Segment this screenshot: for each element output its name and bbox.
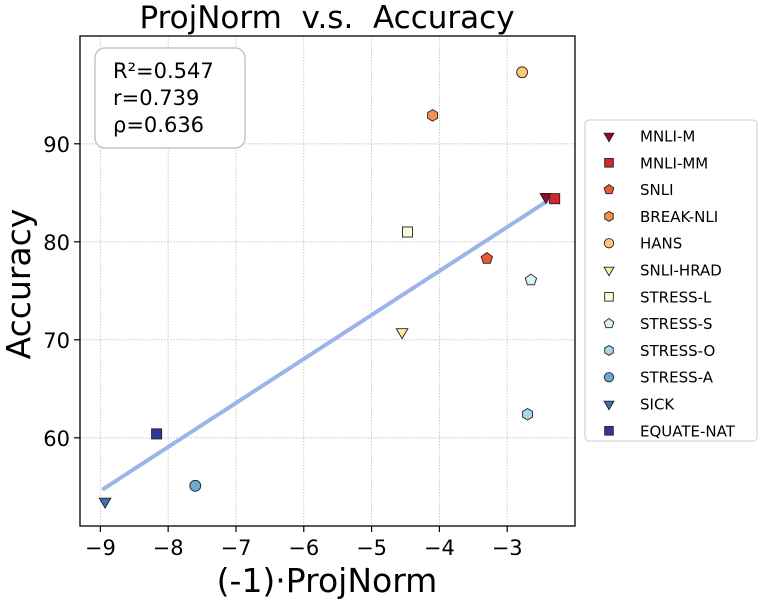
legend: MNLI-M MNLI-MM SNLI BREAK-NLI HANS SNLI-HRAD S… xyxy=(584,119,758,442)
legend-label-stress-o: STRESS-O xyxy=(640,342,715,360)
x-tick-label: −9 xyxy=(85,536,116,560)
stats-pearson-r: r=0.739 xyxy=(113,86,199,110)
legend-marker-stress-o xyxy=(604,344,614,356)
data-point-stress-a xyxy=(189,479,202,492)
x-tick-label: −3 xyxy=(492,536,523,560)
data-point-sick xyxy=(98,497,112,510)
y-tick-label: 60 xyxy=(43,427,70,451)
legend-frame xyxy=(584,119,758,442)
legend-marker-stress-s xyxy=(603,317,615,329)
data-point-snli-hrad xyxy=(395,328,409,340)
y-tick-label: 70 xyxy=(43,329,70,353)
stats-r-squared: R²=0.547 xyxy=(113,59,214,83)
legend-label-snli: SNLI xyxy=(640,181,674,199)
data-point-stress-l xyxy=(402,226,414,238)
legend-marker-snli xyxy=(603,183,615,195)
x-tick-label: −7 xyxy=(220,536,251,560)
stats-spearman-rho: ρ=0.636 xyxy=(113,113,204,137)
chart-title: ProjNorm v.s. Accuracy xyxy=(139,0,514,36)
data-point-stress-o xyxy=(522,408,533,421)
data-point-mnli-m xyxy=(539,192,553,205)
y-tick-label: 80 xyxy=(43,231,70,255)
stats-box: R²=0.547 r=0.739 ρ=0.636 xyxy=(94,47,246,149)
fit-line-group xyxy=(101,198,550,491)
stats-box-frame xyxy=(94,47,246,149)
x-tick-label: −5 xyxy=(356,536,387,560)
legend-label-equate-nat: EQUATE-NAT xyxy=(640,422,736,440)
legend-label-mnli-mm: MNLI-MM xyxy=(640,154,708,172)
x-tick-label: −6 xyxy=(288,536,319,560)
data-points xyxy=(98,66,561,510)
y-axis: 60 70 80 90 xyxy=(43,133,80,451)
x-axis: −9 −8 −7 −6 −5 −4 −3 xyxy=(85,526,523,560)
x-tick-label: −4 xyxy=(424,536,455,560)
legend-marker-stress-l xyxy=(604,292,614,302)
legend-label-snli-hrad: SNLI-HRAD xyxy=(640,262,722,280)
x-axis-title: (-1)·ProjNorm xyxy=(217,561,438,600)
data-point-stress-s xyxy=(524,273,538,286)
grid-lines xyxy=(80,36,575,526)
plot-frame xyxy=(79,35,576,527)
legend-label-stress-s: STRESS-S xyxy=(640,315,713,333)
legend-marker-mnli-m xyxy=(603,132,615,143)
data-point-break-nli xyxy=(427,109,439,122)
data-point-equate-nat xyxy=(151,428,163,440)
legend-label-hans: HANS xyxy=(640,235,682,253)
y-tick-label: 90 xyxy=(43,133,70,157)
legend-label-stress-a: STRESS-A xyxy=(640,369,714,387)
legend-label-sick: SICK xyxy=(640,396,675,414)
legend-marker-mnli-mm xyxy=(604,158,614,168)
legend-label-stress-l: STRESS-L xyxy=(640,288,712,306)
regression-line xyxy=(101,198,550,491)
data-point-mnli-mm xyxy=(549,193,561,205)
legend-marker-stress-a xyxy=(603,372,615,383)
data-point-snli xyxy=(480,251,494,264)
x-tick-label: −8 xyxy=(153,536,184,560)
y-axis-title: Accuracy xyxy=(0,209,38,360)
legend-marker-equate-nat xyxy=(604,426,614,436)
legend-label-break-nli: BREAK-NLI xyxy=(640,208,718,226)
data-point-hans xyxy=(516,66,529,79)
legend-label-mnli-m: MNLI-M xyxy=(640,128,695,146)
legend-marker-sick xyxy=(603,400,615,411)
legend-marker-break-nli xyxy=(604,210,614,222)
legend-marker-snli-hrad xyxy=(603,266,615,277)
legend-marker-hans xyxy=(603,238,615,249)
